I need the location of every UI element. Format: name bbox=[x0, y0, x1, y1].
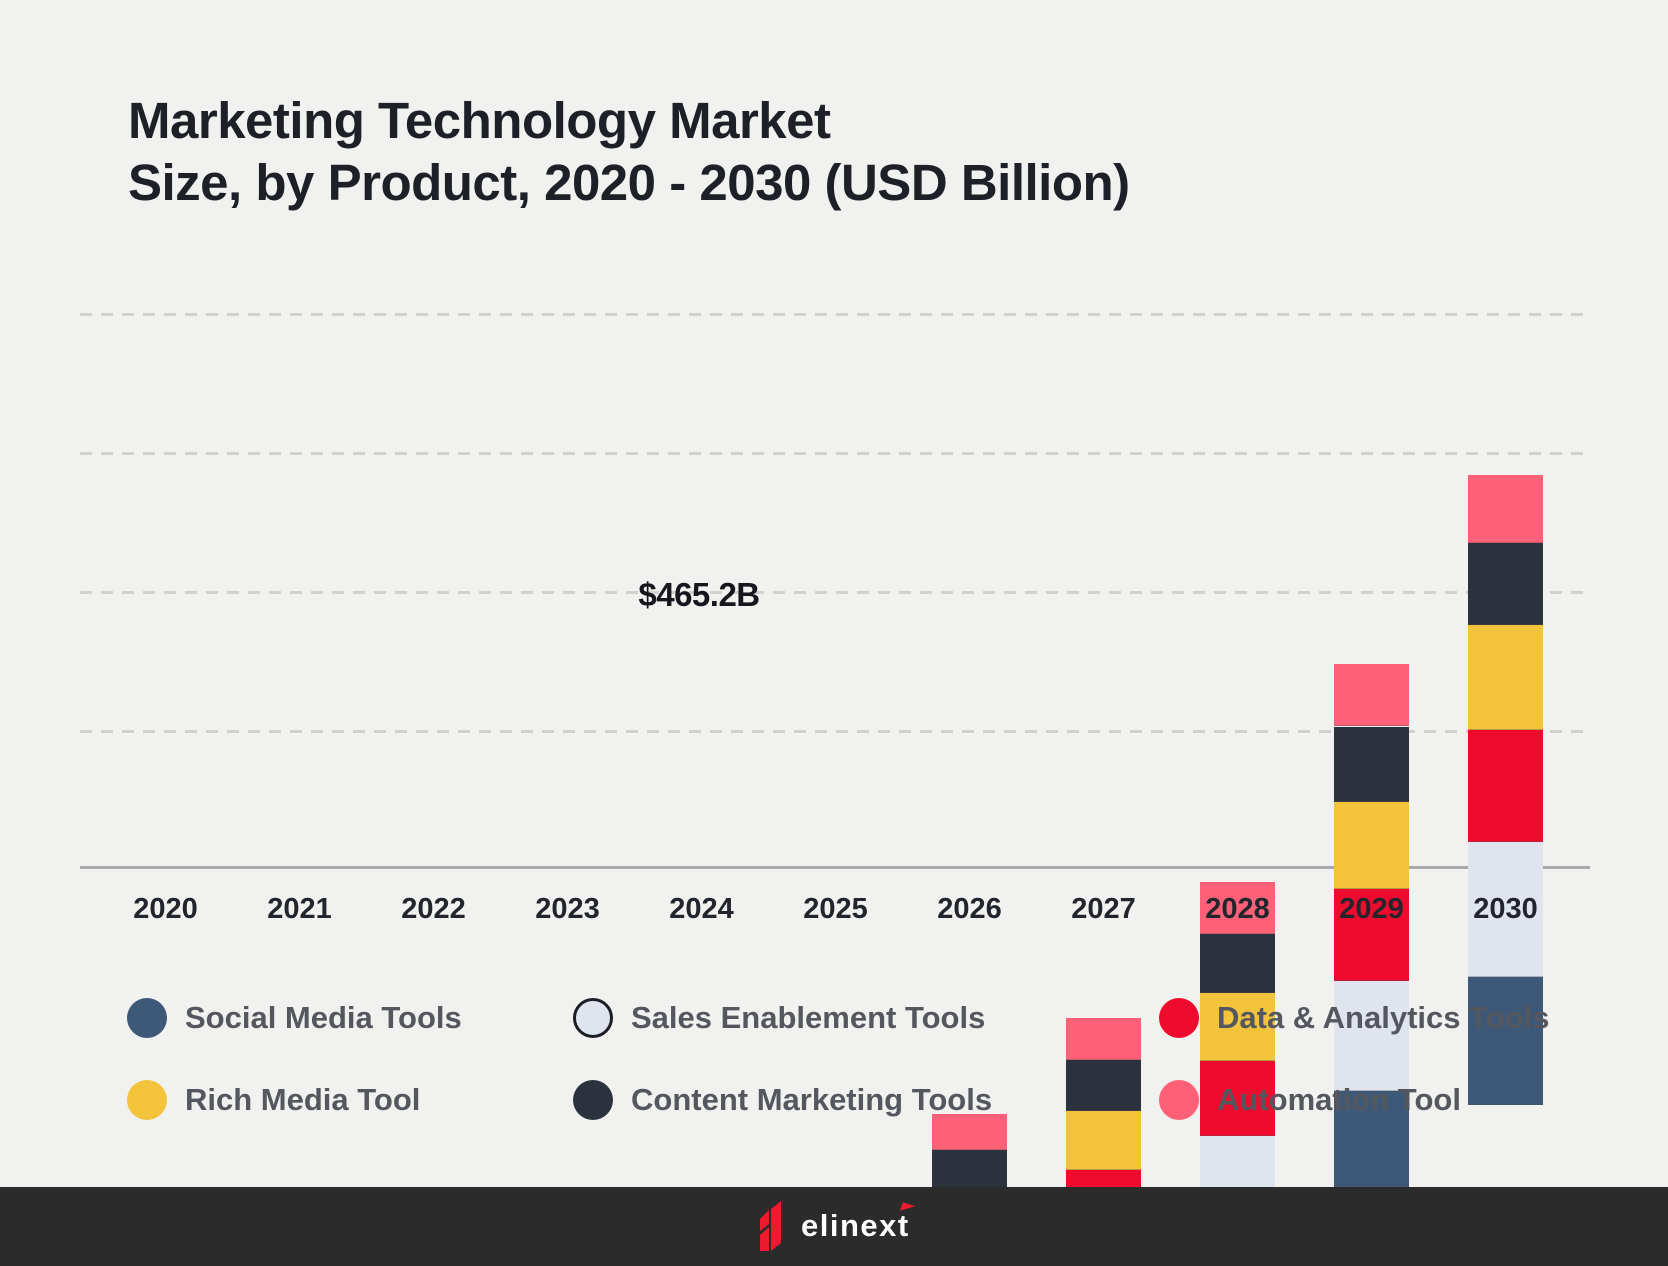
x-axis-label-2029: 2029 bbox=[1339, 893, 1404, 925]
bar-segment-2030-sales-enablement-tools bbox=[1468, 842, 1543, 977]
bar-segment-2030-data-analytics-tools bbox=[1468, 730, 1543, 843]
legend-label: Automation Tool bbox=[1217, 1082, 1461, 1117]
legend-label: Sales Enablement Tools bbox=[631, 1000, 986, 1035]
brand-wordmark: elinext bbox=[801, 1201, 915, 1251]
bar-2022 bbox=[396, 707, 471, 868]
bar-segment-2029-data-analytics-tools bbox=[1334, 889, 1409, 981]
bar-segment-2028-rich-media-tool bbox=[1200, 993, 1275, 1062]
bar-segment-2026-automation-tool bbox=[932, 1114, 1007, 1151]
bar-segment-2030-content-marketing-tools bbox=[1468, 542, 1543, 625]
brand-name-text: elinext bbox=[801, 1208, 910, 1243]
bar-segment-2028-data-analytics-tools bbox=[1200, 1061, 1275, 1136]
legend-item-automation-tool: Automation Tool bbox=[1159, 1080, 1461, 1120]
bar-segment-2029-sales-enablement-tools bbox=[1334, 980, 1409, 1092]
legend-swatch-icon bbox=[127, 998, 167, 1038]
legend-label: Content Marketing Tools bbox=[631, 1082, 993, 1117]
bar-segment-2030-automation-tool bbox=[1468, 474, 1543, 543]
x-axis-line bbox=[80, 866, 1590, 869]
bar-2028 bbox=[1200, 441, 1275, 1266]
legend-item-social-media-tools: Social Media Tools bbox=[127, 998, 462, 1038]
legend-swatch-icon bbox=[127, 1080, 167, 1120]
bar-2023 bbox=[530, 666, 605, 868]
gridline-1 bbox=[80, 312, 1590, 316]
footer-bar: elinext bbox=[0, 1187, 1668, 1266]
legend-item-content-marketing-tools: Content Marketing Tools bbox=[573, 1080, 992, 1120]
bar-segment-2028-content-marketing-tools bbox=[1200, 933, 1275, 994]
gridline-2 bbox=[80, 451, 1590, 455]
x-axis-label-2020: 2020 bbox=[133, 893, 198, 925]
bar-segment-2027-rich-media-tool bbox=[1066, 1110, 1141, 1170]
legend-swatch-icon bbox=[573, 1080, 613, 1120]
legend-label: Social Media Tools bbox=[185, 1000, 462, 1035]
x-axis-label-2028: 2028 bbox=[1205, 893, 1270, 925]
legend-item-data-analytics-tools: Data & Analytics Tools bbox=[1159, 998, 1549, 1038]
legend-item-rich-media-tool: Rich Media Tool bbox=[127, 1080, 420, 1120]
legend-swatch-icon bbox=[1159, 998, 1199, 1038]
bar-segment-2029-rich-media-tool bbox=[1334, 801, 1409, 890]
gridline-4 bbox=[80, 729, 1590, 733]
x-axis-label-2022: 2022 bbox=[401, 893, 466, 925]
bar-2024 bbox=[664, 638, 739, 868]
bar-segment-2027-content-marketing-tools bbox=[1066, 1059, 1141, 1111]
x-axis-label-2027: 2027 bbox=[1071, 893, 1136, 925]
bar-2025 bbox=[798, 595, 873, 1266]
bar-2026 bbox=[932, 557, 1007, 1266]
legend-label: Rich Media Tool bbox=[185, 1082, 421, 1117]
legend-item-sales-enablement-tools: Sales Enablement Tools bbox=[573, 998, 985, 1038]
bar-segment-2029-content-marketing-tools bbox=[1334, 726, 1409, 802]
bar-2027 bbox=[1066, 509, 1141, 1266]
legend-swatch-icon bbox=[573, 998, 613, 1038]
bar-segment-2029-social-media-tools bbox=[1334, 1091, 1409, 1200]
x-axis-label-2021: 2021 bbox=[267, 893, 332, 925]
x-axis-label-2030: 2030 bbox=[1473, 893, 1538, 925]
bar-2030 bbox=[1468, 237, 1543, 1106]
x-axis-label-2026: 2026 bbox=[937, 893, 1002, 925]
gridline-3 bbox=[80, 590, 1590, 594]
legend-swatch-icon bbox=[1159, 1080, 1199, 1120]
chart-title: Marketing Technology Market Size, by Pro… bbox=[128, 90, 1130, 214]
bar-2029 bbox=[1334, 332, 1409, 1200]
x-axis-label-2024: 2024 bbox=[669, 893, 734, 925]
elinext-logo-icon bbox=[760, 1201, 781, 1251]
legend-label: Data & Analytics Tools bbox=[1217, 1000, 1550, 1035]
bar-segment-2030-social-media-tools bbox=[1468, 976, 1543, 1106]
bar-2020 bbox=[128, 764, 203, 868]
bar-segment-2030-rich-media-tool bbox=[1468, 624, 1543, 731]
bar-2021 bbox=[262, 739, 337, 868]
x-axis-label-2023: 2023 bbox=[535, 893, 600, 925]
chart-title-line1: Marketing Technology Market bbox=[128, 92, 831, 149]
brand-logo: elinext bbox=[758, 1201, 915, 1251]
bar-segment-2027-automation-tool bbox=[1066, 1017, 1141, 1060]
x-axis-label-2025: 2025 bbox=[803, 893, 868, 925]
chart-title-line2: Size, by Product, 2020 - 2030 (USD Billi… bbox=[128, 154, 1130, 211]
value-annotation: $465.2B bbox=[638, 576, 760, 613]
bar-segment-2028-automation-tool bbox=[1200, 882, 1275, 934]
bar-segment-2029-automation-tool bbox=[1334, 664, 1409, 727]
